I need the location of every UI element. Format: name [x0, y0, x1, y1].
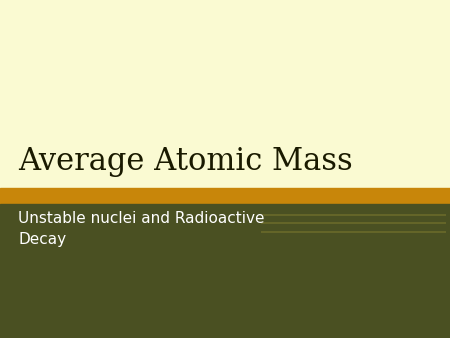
Bar — [0, 204, 450, 338]
Text: Average Atomic Mass: Average Atomic Mass — [18, 146, 353, 177]
Bar — [0, 188, 450, 204]
Bar — [0, 0, 450, 188]
Text: Unstable nuclei and Radioactive
Decay: Unstable nuclei and Radioactive Decay — [18, 211, 265, 247]
